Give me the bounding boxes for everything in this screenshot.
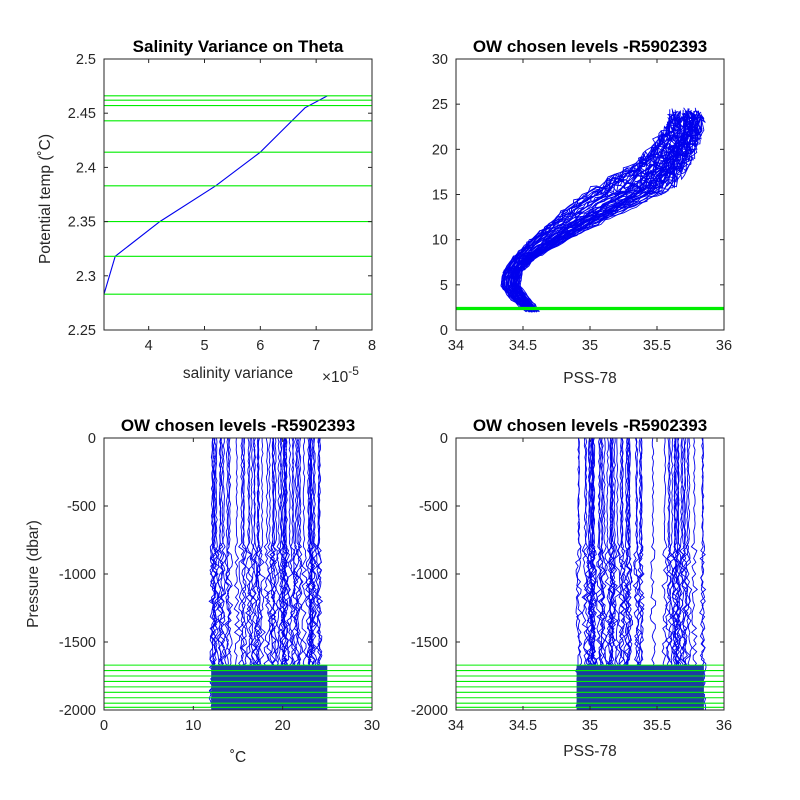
data-layer	[104, 438, 372, 710]
y-tick-label: -500	[419, 499, 448, 515]
y-tick-label: 2.35	[68, 215, 96, 231]
profile-line	[512, 112, 693, 311]
x-tick-label: 34.5	[509, 338, 537, 354]
axes-box	[103, 58, 373, 331]
profile-line	[514, 110, 696, 311]
data-layer	[456, 438, 724, 710]
panel-pressure-temperature: OW chosen levels -R5902393 0 10 20 30 -2000 -…	[25, 416, 380, 766]
profile-line	[505, 110, 681, 313]
x-tick-label: 10	[185, 718, 201, 734]
panel-title: Salinity Variance on Theta	[133, 37, 344, 56]
y-tick-label: -1000	[59, 567, 96, 583]
y-tick-label: 30	[432, 52, 448, 68]
y-tick-label: 2.45	[68, 106, 96, 122]
x-tick-label: 6	[256, 338, 264, 354]
y-tick-label: -2000	[411, 703, 448, 719]
plot-area: 34 34.5 35 35.5 36 0 5 10 15 20 25 30	[432, 52, 732, 354]
plot-area: 4 5 6 7 8 2.25 2.3 2.35 2.4 2.45 2.5	[68, 52, 376, 354]
y-tick-label: -1500	[59, 635, 96, 651]
x-tick-label: 34	[448, 338, 464, 354]
profile-line	[515, 113, 700, 312]
x-tick-label: 7	[312, 338, 320, 354]
y-tick-label: 20	[432, 142, 448, 158]
y-tick-label: 2.5	[76, 52, 96, 68]
x-tick-label: 35	[582, 338, 598, 354]
panel-title: OW chosen levels -R5902393	[121, 416, 355, 435]
deep-profile-band	[211, 665, 328, 710]
x-tick-label: 36	[716, 718, 732, 734]
data-layer	[456, 107, 724, 313]
x-tick-label: 8	[368, 338, 376, 354]
profile-line	[509, 111, 690, 313]
y-tick-label: 15	[432, 188, 448, 204]
x-axis-multiplier: ×10-5	[322, 364, 359, 386]
y-tick-label: 10	[432, 233, 448, 249]
y-axis-label: Pressure (dbar)	[25, 520, 42, 628]
plot-area: 34 34.5 35 35.5 36 -2000 -1500 -1000 -500 0	[411, 431, 732, 734]
panel-pressure-salinity: OW chosen levels -R5902393 34 34.5 35 35.5 3…	[411, 416, 732, 760]
y-tick-label: 0	[440, 323, 448, 339]
x-tick-label: 36	[716, 338, 732, 354]
x-tick-label: 34	[448, 718, 464, 734]
x-tick-label: 0	[100, 718, 108, 734]
x-tick-label: 34.5	[509, 718, 537, 734]
profile-line	[517, 113, 703, 312]
profile-line	[513, 116, 697, 312]
profile-line	[507, 115, 685, 312]
x-tick-label: 4	[145, 338, 153, 354]
profile-line	[518, 111, 703, 311]
x-axis-label: PSS-78	[563, 370, 616, 387]
profile-line	[500, 113, 674, 313]
y-tick-label: 2.4	[76, 160, 96, 176]
y-tick-label: 2.25	[68, 323, 96, 339]
x-tick-label: 35.5	[643, 718, 671, 734]
data-layer	[104, 95, 372, 295]
y-tick-label: -1000	[411, 567, 448, 583]
panel-title: OW chosen levels -R5902393	[473, 416, 707, 435]
x-tick-label: 5	[200, 338, 208, 354]
x-axis-label: ˚C	[230, 749, 246, 766]
x-axis-label: salinity variance	[183, 365, 293, 382]
y-tick-label: 2.3	[76, 269, 96, 285]
y-tick-label: 25	[432, 97, 448, 113]
y-tick-label: 0	[88, 431, 96, 447]
y-tick-label: 5	[440, 278, 448, 294]
x-tick-label: 20	[275, 718, 291, 734]
x-tick-label: 30	[364, 718, 380, 734]
deep-profile-band	[576, 665, 704, 710]
y-tick-label: -1500	[411, 635, 448, 651]
y-tick-label: -500	[67, 499, 96, 515]
y-tick-label: -2000	[59, 703, 96, 719]
y-axis-label: Potential temp (˚C)	[37, 134, 54, 264]
panel-title: OW chosen levels -R5902393	[473, 37, 707, 56]
panel-theta-salinity: OW chosen levels -R5902393 34 34.5 35 35.5 3…	[432, 37, 732, 387]
panel-salinity-variance: Salinity Variance on Theta 4 5 6 7 8 2.25 2.3 2…	[37, 37, 376, 386]
profile-line	[503, 114, 679, 311]
y-tick-label: 0	[440, 431, 448, 447]
profile-line	[503, 111, 679, 312]
x-tick-label: 35.5	[643, 338, 671, 354]
x-axis-label: PSS-78	[563, 743, 616, 760]
plot-area: 0 10 20 30 -2000 -1500 -1000 -500 0	[59, 431, 380, 734]
x-tick-label: 35	[582, 718, 598, 734]
